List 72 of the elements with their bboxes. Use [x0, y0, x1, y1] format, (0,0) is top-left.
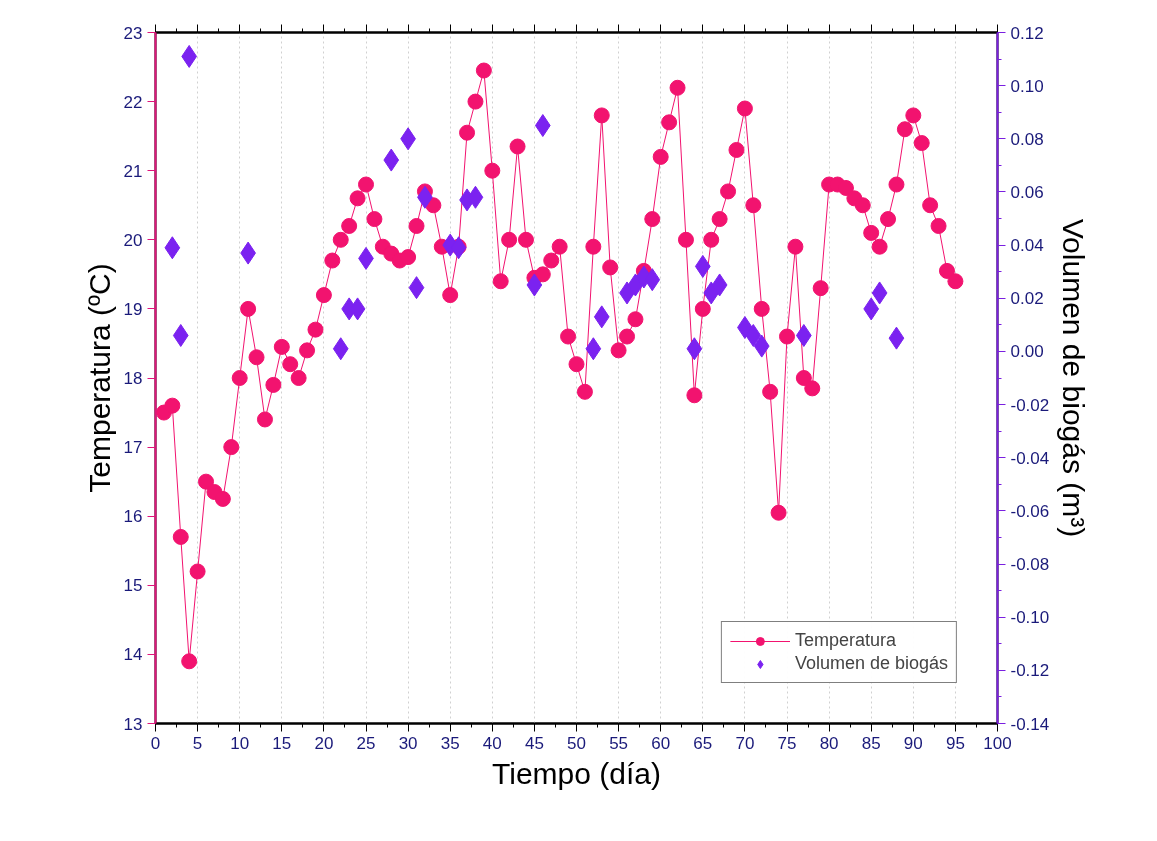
y2-tick-label: -0.06 — [1010, 501, 1050, 521]
point — [686, 337, 703, 361]
point — [534, 114, 551, 138]
y-tick-label: 16 — [123, 507, 143, 527]
point — [526, 273, 543, 297]
y-tick-label: 20 — [123, 230, 143, 250]
y-tick-label: 15 — [123, 576, 143, 596]
point — [593, 305, 610, 329]
point — [871, 281, 888, 305]
y-axis-title: Temperatura (ºC) — [82, 263, 116, 493]
x-tick-label: 60 — [651, 733, 671, 753]
x-tick-label: 90 — [903, 733, 923, 753]
x-tick-label: 70 — [735, 733, 755, 753]
y-tick-label: 22 — [123, 92, 143, 112]
y2-tick-label: 0.12 — [1010, 23, 1044, 43]
x-tick-label: 50 — [567, 733, 586, 753]
x-tick-label: 45 — [524, 733, 544, 753]
x-axis-title: Tiempo (día) — [492, 756, 661, 790]
point — [644, 268, 661, 292]
y-tick-label: 21 — [123, 161, 143, 181]
x-tick-label: 5 — [192, 733, 203, 753]
point — [408, 276, 425, 300]
x-tick-label: 55 — [609, 733, 629, 753]
y2-tick-label: -0.08 — [1010, 555, 1050, 575]
point — [332, 337, 349, 361]
x-tick-label: 65 — [693, 733, 713, 753]
y-tick-label: 18 — [123, 369, 143, 388]
x-tick-label: 40 — [482, 733, 502, 753]
y2-tick-label: 0.06 — [1010, 182, 1044, 202]
point — [181, 44, 198, 68]
point — [172, 323, 189, 347]
point — [383, 148, 400, 172]
x-tick-label: 100 — [983, 733, 1012, 753]
point — [164, 236, 181, 260]
x-tick-label: 80 — [819, 733, 839, 753]
legend-label: Volumen de biogás — [794, 653, 948, 674]
x-tick-label: 30 — [398, 733, 418, 753]
y2-tick-label: -0.10 — [1010, 608, 1050, 628]
point — [450, 236, 467, 260]
y2-tick-label: 0.02 — [1010, 289, 1044, 309]
y2-tick-label: 0.08 — [1010, 129, 1044, 149]
y-tick-label: 19 — [123, 299, 143, 319]
x-tick-label: 15 — [272, 733, 292, 753]
y2-tick-label: -0.12 — [1010, 661, 1050, 681]
y-tick-label: 13 — [123, 714, 143, 734]
point — [711, 273, 728, 297]
y2-tick-label: -0.14 — [1010, 714, 1050, 734]
y-tick-label: 14 — [123, 645, 143, 665]
x-tick-label: 35 — [440, 733, 460, 753]
x-tick-label: 95 — [945, 733, 965, 753]
point — [888, 326, 905, 350]
y2-tick-label: 0.10 — [1010, 76, 1044, 96]
y-tick-label: 23 — [123, 23, 143, 43]
y2-tick-label: -0.02 — [1010, 395, 1050, 415]
x-tick-label: 0 — [150, 733, 161, 753]
point — [585, 337, 602, 361]
y-tick-label: 17 — [123, 438, 143, 458]
x-tick-label: 20 — [314, 733, 334, 753]
point — [467, 185, 484, 209]
point — [863, 297, 880, 321]
y2-tick-label: 0.00 — [1010, 342, 1044, 362]
x-tick-label: 25 — [356, 733, 376, 753]
legend-label: Temperatura — [794, 630, 896, 651]
point — [753, 334, 770, 358]
x-tick-label: 85 — [861, 733, 881, 753]
y2-axis-title: Volumen de biogás (m³) — [1057, 218, 1091, 538]
x-tick-label: 10 — [230, 733, 250, 753]
point — [694, 254, 711, 278]
point — [745, 323, 762, 347]
x-tick-label: 75 — [777, 733, 797, 753]
y2-tick-label: 0.04 — [1010, 236, 1044, 256]
y2-tick-label: -0.04 — [1010, 448, 1050, 468]
